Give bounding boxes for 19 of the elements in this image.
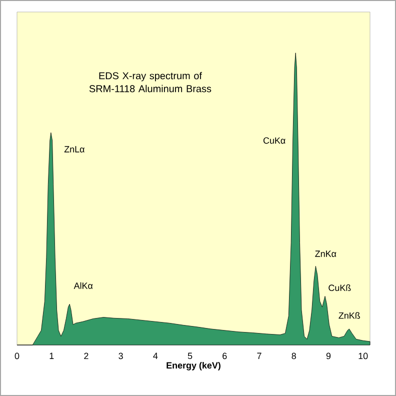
annotation: CuKß xyxy=(328,284,351,292)
x-tick-label: 0 xyxy=(14,352,20,360)
x-tick-label: 5 xyxy=(188,352,192,360)
x-tick-label: 7 xyxy=(257,352,262,359)
text: EDS X-ray spectrum of SRM-1118 Aluminum Brass xyxy=(89,72,212,92)
annotation: AlKα xyxy=(74,282,93,289)
x-tick-label: 9 xyxy=(326,352,331,360)
annotation: CuKα xyxy=(263,137,286,144)
annotation: ZnLα xyxy=(64,146,84,152)
annotation: ZnKß xyxy=(338,312,360,319)
x-tick-label: 2 xyxy=(84,352,88,360)
x-tick-label: 10 xyxy=(358,352,368,360)
x-tick-label: 3 xyxy=(118,352,123,360)
annotation: ZnKα xyxy=(315,250,336,257)
x-tick-label: 8 xyxy=(292,352,296,360)
x-tick-label: 1 xyxy=(50,352,54,359)
x-tick-label: 6 xyxy=(222,352,227,360)
x-axis-title: Energy (keV) xyxy=(166,362,220,370)
x-tick-label: 4 xyxy=(153,352,158,359)
